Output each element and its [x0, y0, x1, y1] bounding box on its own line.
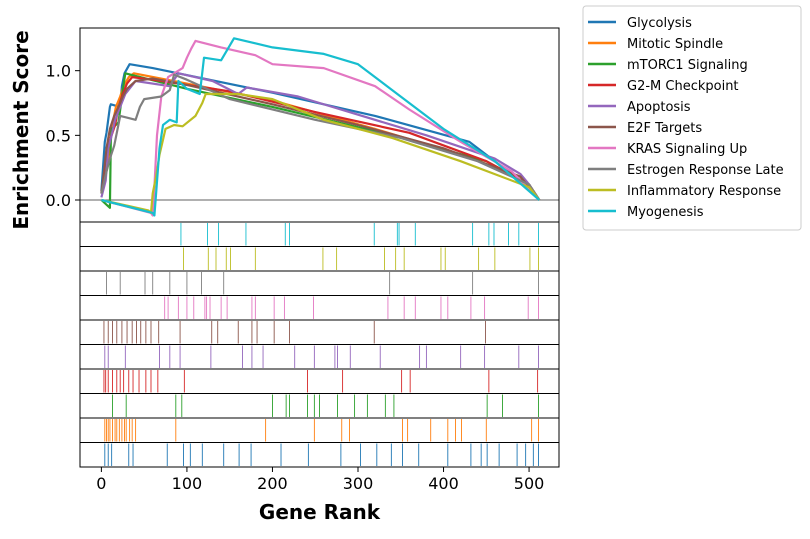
legend-entry: Glycolysis	[588, 16, 692, 31]
hit-row-apoptosis	[79, 344, 560, 370]
y-tick-label: 1.0	[46, 62, 71, 81]
x-axis-label: Gene Rank	[259, 500, 381, 524]
legend-label: Mitotic Spindle	[627, 37, 723, 52]
es-panel-frame	[79, 27, 560, 223]
x-tick-label: 200	[257, 474, 288, 493]
x-tick-label: 0	[96, 474, 106, 493]
legend-label: Estrogen Response Late	[627, 163, 784, 178]
legend-label: Myogenesis	[627, 205, 704, 220]
x-tick-label: 300	[343, 474, 374, 493]
legend-label: Glycolysis	[627, 16, 692, 31]
series-line-e2f-targets	[100, 77, 541, 201]
series-line-myogenesis	[101, 37, 541, 217]
legend-box	[582, 5, 802, 231]
legend-entry: Inflammatory Response	[588, 184, 781, 199]
legend-label: mTORC1 Signaling	[627, 58, 748, 73]
legend-label: Inflammatory Response	[627, 184, 781, 199]
legend-entry: Apoptosis	[588, 100, 691, 115]
x-tick-label: 400	[428, 474, 459, 493]
y-tick-label: 0.0	[46, 191, 71, 210]
hit-row-estrogen-response-late	[79, 270, 560, 296]
hit-row-glycolysis	[79, 442, 560, 468]
series-line-inflammatory-response	[101, 92, 541, 214]
hit-row-mitotic-spindle	[79, 417, 560, 443]
hit-row-myogenesis	[79, 221, 560, 247]
legend-label: E2F Targets	[627, 121, 702, 136]
x-tick-label: 100	[172, 474, 203, 493]
legend-entry: KRAS Signaling Up	[588, 142, 747, 157]
legend-entry: E2F Targets	[588, 121, 702, 136]
axis-ticks: 0 100 200 300 400 500 0.0 0.5 1.0	[46, 62, 545, 493]
legend-label: Apoptosis	[627, 100, 691, 115]
legend-entry: Myogenesis	[588, 205, 704, 220]
x-tick-label: 500	[514, 474, 545, 493]
legend-entry: G2-M Checkpoint	[588, 79, 739, 94]
y-axis-label: Enrichment Score	[9, 30, 33, 229]
y-tick-label: 0.5	[46, 126, 71, 145]
legend-entry: Mitotic Spindle	[588, 37, 723, 52]
hit-rows	[79, 221, 560, 468]
legend-label: KRAS Signaling Up	[627, 142, 747, 157]
legend-label: G2-M Checkpoint	[627, 79, 739, 94]
series-line-estrogen-response-late	[100, 73, 541, 201]
hit-row-kras-signaling-up	[79, 295, 560, 321]
legend-entry: Estrogen Response Late	[588, 163, 784, 178]
legend-entry: mTORC1 Signaling	[588, 58, 748, 73]
legend: Glycolysis Mitotic Spindle mTORC1 Signalin…	[582, 5, 802, 231]
enrichment-score-plot	[80, 37, 559, 217]
